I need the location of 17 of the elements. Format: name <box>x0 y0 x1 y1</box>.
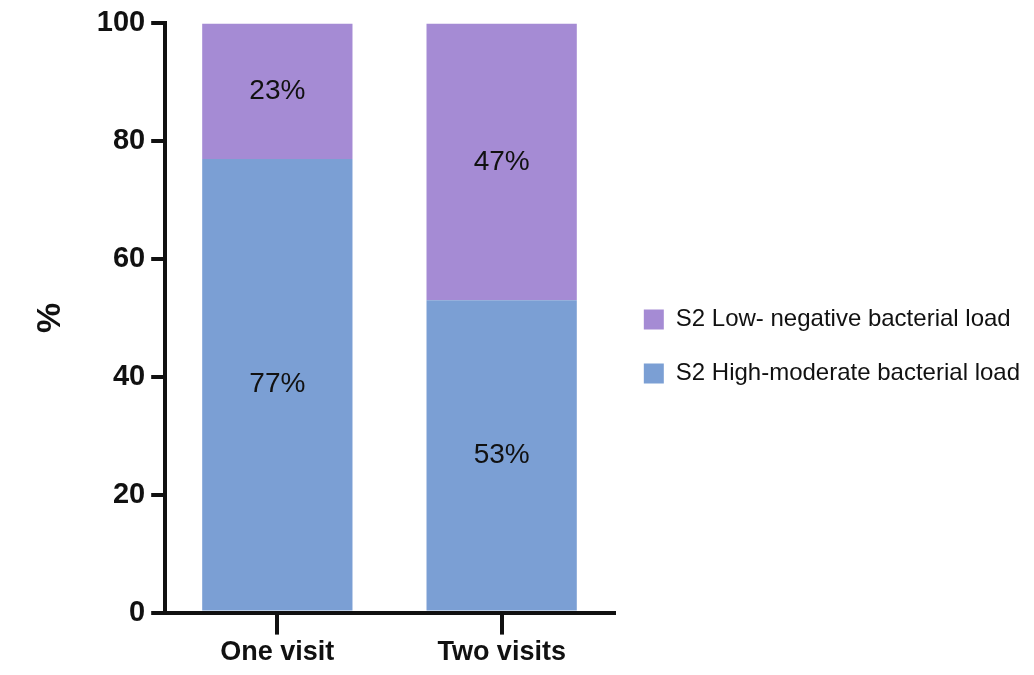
legend-label: S2 High-moderate bacterial load <box>675 358 1021 386</box>
y-tick-label: 60 <box>112 241 146 274</box>
y-tick-label: 80 <box>112 123 146 156</box>
bar <box>202 23 353 159</box>
y-tick-label: 20 <box>112 476 146 509</box>
data-label: 47% <box>473 144 530 176</box>
data-label: 23% <box>249 73 306 105</box>
legend-label: S2 Low- negative bacterial load <box>675 304 1011 332</box>
y-axis-title: % <box>28 302 67 334</box>
data-label: 77% <box>249 367 306 399</box>
data-label: 53% <box>473 438 530 470</box>
x-tick-label: Two visits <box>437 636 566 667</box>
x-tick-label: One visit <box>220 636 335 667</box>
y-tick-label: 40 <box>112 358 146 391</box>
bar <box>426 23 577 301</box>
y-tick-label: 0 <box>129 594 146 627</box>
y-tick-label: 100 <box>96 5 146 38</box>
